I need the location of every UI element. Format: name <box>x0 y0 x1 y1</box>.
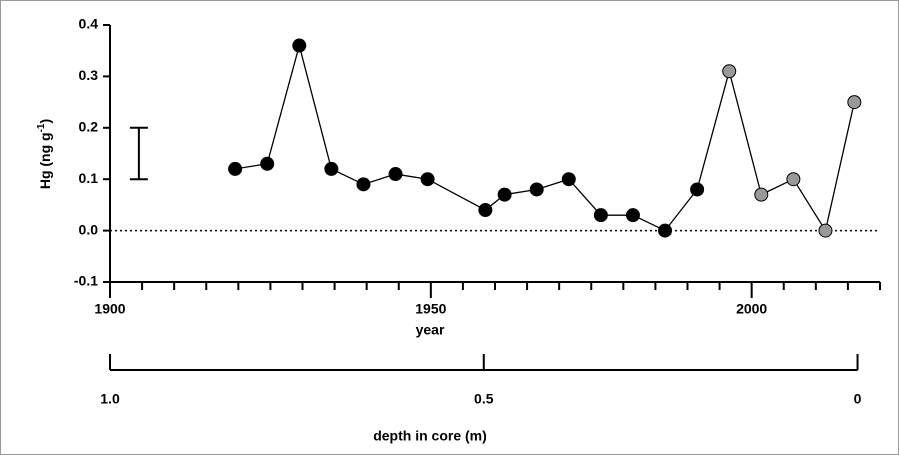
data-point <box>529 182 544 197</box>
data-point <box>847 95 862 110</box>
data-point <box>818 223 833 238</box>
data-point <box>786 172 801 187</box>
x-axis-label: year <box>416 322 445 338</box>
y-tick-label: 0.4 <box>79 16 99 32</box>
data-point <box>754 187 769 202</box>
depth-tick-label: 1.0 <box>100 391 120 407</box>
data-point <box>722 64 737 79</box>
data-point <box>690 182 705 197</box>
data-point <box>497 187 512 202</box>
y-tick-label: 0.3 <box>79 67 99 83</box>
data-point <box>593 208 608 223</box>
y-label-sup: -1 <box>36 123 47 132</box>
y-tick-label: 0.2 <box>79 119 99 135</box>
data-point <box>356 177 371 192</box>
y-axis-label: Hg (ng g-1) <box>36 119 53 189</box>
data-point <box>658 223 673 238</box>
data-point <box>292 38 307 53</box>
y-tick-label: 0.1 <box>79 170 99 186</box>
data-point <box>260 156 275 171</box>
depth-tick-label: 0 <box>854 391 862 407</box>
y-tick-label: 0.0 <box>79 221 99 237</box>
data-point <box>228 161 243 176</box>
data-point <box>478 203 493 218</box>
x-tick-label: 2000 <box>736 301 767 317</box>
data-point <box>388 167 403 182</box>
data-point <box>324 161 339 176</box>
x-tick-label: 1950 <box>415 301 446 317</box>
y-label-main: Hg (ng g <box>37 132 53 189</box>
depth-tick-label: 0.5 <box>474 391 494 407</box>
y-tick-label: -0.1 <box>74 273 98 289</box>
data-point <box>561 172 576 187</box>
depth-axis-label: depth in core (m) <box>373 428 487 444</box>
y-label-end: ) <box>37 119 53 124</box>
data-point <box>420 172 435 187</box>
x-tick-label: 1900 <box>94 301 125 317</box>
data-point <box>625 208 640 223</box>
